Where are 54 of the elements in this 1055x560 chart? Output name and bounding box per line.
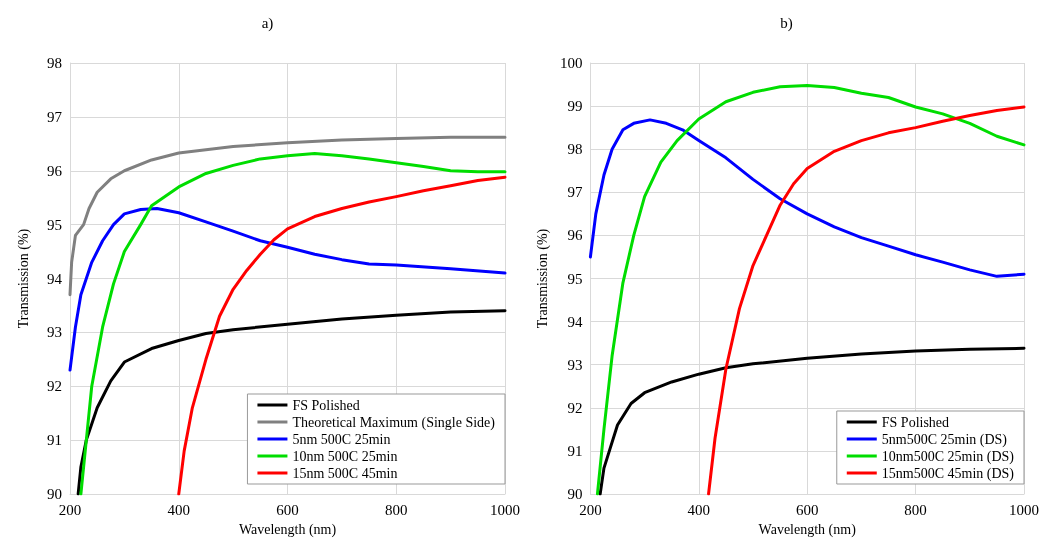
x-tick-label: 600 <box>795 501 819 518</box>
y-tick-label: 92 <box>567 399 583 416</box>
x-tick-label: 200 <box>579 501 602 518</box>
y-tick-label: 97 <box>567 184 583 201</box>
line-series <box>598 346 1026 496</box>
y-tick-label: 96 <box>567 227 583 244</box>
line-series <box>76 309 507 496</box>
line-series <box>595 83 1026 496</box>
y-tick-label: 100 <box>559 55 583 71</box>
x-tick-label: 1000 <box>1009 501 1039 518</box>
legend-label: 5nm 500C 25min <box>292 431 391 447</box>
chart-title: b) <box>780 14 793 32</box>
x-tick-label: 400 <box>687 501 711 518</box>
y-tick-label: 95 <box>567 270 583 287</box>
legend-label: 10nm500C 25min (DS) <box>881 448 1015 465</box>
x-tick-label: 600 <box>276 501 299 518</box>
legend-label: 15nm 500C 45min <box>292 465 398 481</box>
y-tick-label: 93 <box>47 324 62 341</box>
line-series <box>68 135 507 297</box>
legend-label: FS Polished <box>881 414 950 430</box>
y-tick-label: 97 <box>47 108 63 125</box>
line-series <box>79 152 507 496</box>
x-axis-title: Wavelength (nm) <box>238 521 337 538</box>
legend-label: 15nm500C 45min (DS) <box>881 465 1015 482</box>
x-axis-title: Wavelength (nm) <box>758 521 857 538</box>
legend-label: 5nm500C 25min (DS) <box>881 431 1008 448</box>
y-tick-label: 98 <box>567 141 583 158</box>
line-series <box>177 175 507 496</box>
x-tick-label: 1000 <box>490 501 520 518</box>
line-series <box>588 118 1026 278</box>
y-tick-label: 90 <box>567 486 583 502</box>
y-tick-label: 91 <box>47 432 62 449</box>
legend-label: 10nm 500C 25min <box>292 448 398 464</box>
chart-title: a) <box>261 14 274 32</box>
x-tick-label: 800 <box>385 501 408 518</box>
y-tick-label: 99 <box>567 98 583 115</box>
x-tick-label: 400 <box>167 501 190 518</box>
x-tick-label: 200 <box>58 501 82 518</box>
y-tick-label: 96 <box>47 162 63 179</box>
y-tick-label: 94 <box>567 313 583 330</box>
y-tick-label: 91 <box>567 442 583 459</box>
y-tick-label: 98 <box>47 55 62 71</box>
y-tick-label: 93 <box>567 356 583 373</box>
y-tick-label: 94 <box>47 270 63 287</box>
y-tick-label: 90 <box>47 486 62 502</box>
line-series <box>68 206 507 372</box>
legend-label: Theoretical Maximum (Single Side) <box>292 414 496 431</box>
y-tick-label: 92 <box>47 378 62 395</box>
line-series <box>707 105 1026 496</box>
legend-label: FS Polished <box>292 397 360 413</box>
y-axis-title: Transmission (%) <box>534 228 551 329</box>
y-axis-title: Transmission (%) <box>15 228 32 329</box>
x-tick-label: 800 <box>904 501 927 518</box>
y-tick-label: 95 <box>47 216 62 233</box>
